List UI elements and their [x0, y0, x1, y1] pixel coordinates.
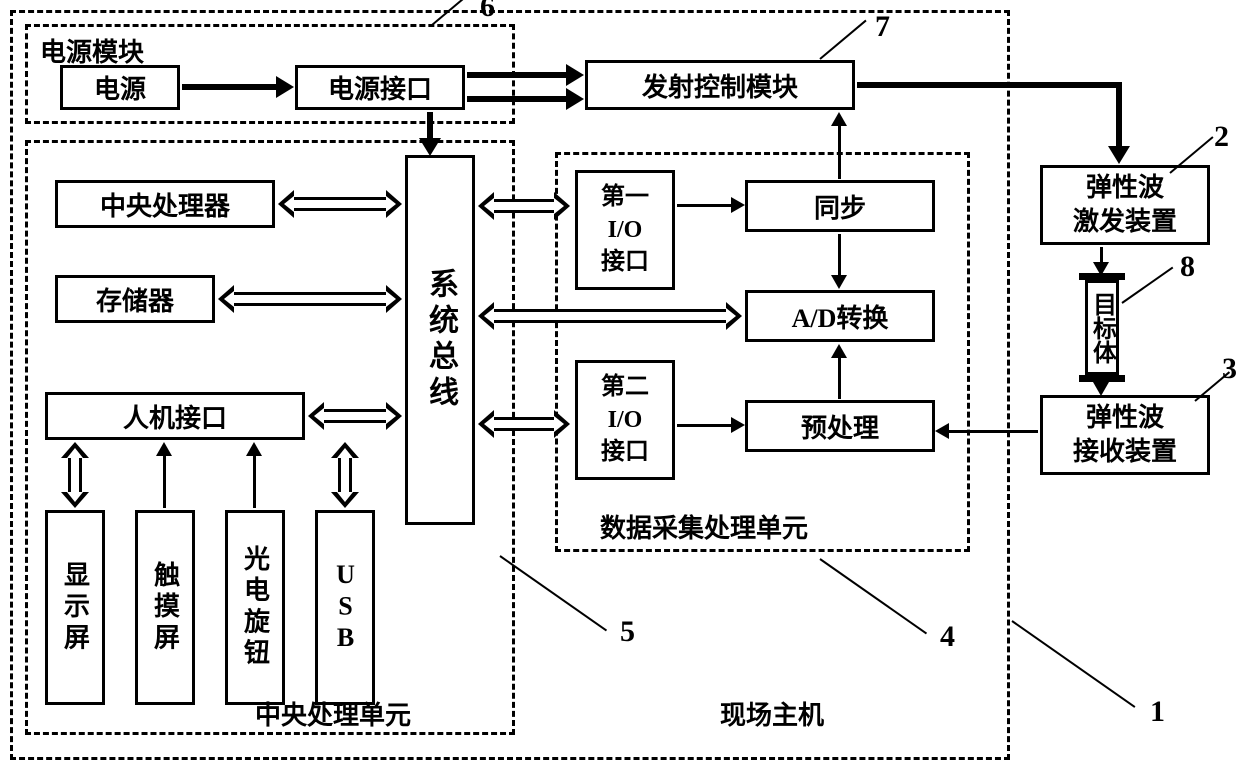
ann-3: 3 — [1222, 352, 1237, 386]
text-sysbus: 系统总线 — [418, 268, 462, 412]
harrow-usb-hmi — [331, 442, 359, 508]
arrow-io1-to-sync — [677, 204, 732, 207]
text-elastic-emit-l1: 弹性波 — [1086, 171, 1164, 205]
leader-1 — [1011, 620, 1135, 708]
label-power-module: 电源模块 — [40, 32, 144, 69]
text-elastic-recv-l2: 接收装置 — [1073, 435, 1177, 469]
ann-8: 8 — [1180, 250, 1195, 284]
label-daq: 数据采集处理单元 — [600, 508, 808, 545]
box-adc: A/D转换 — [745, 290, 935, 342]
box-elastic-recv: 弹性波 接收装置 — [1040, 395, 1210, 475]
text-touch: 触摸屏 — [147, 561, 184, 655]
harrow-display-hmi — [61, 442, 89, 508]
harrow-bus-io2 — [478, 410, 570, 438]
ah-sync-to-adc — [831, 275, 847, 289]
arrow-emit-v — [1116, 82, 1122, 148]
text-preproc: 预处理 — [801, 408, 879, 445]
arrow-pif-emit-1 — [467, 72, 567, 78]
box-elastic-emit: 弹性波 激发装置 — [1040, 165, 1210, 245]
ah-target-to-recv — [1093, 382, 1109, 396]
box-emit-ctrl: 发射控制模块 — [585, 60, 855, 110]
ah-power-to-if — [276, 76, 294, 98]
ann-6: 6 — [480, 0, 495, 24]
target-cap-bot — [1079, 375, 1125, 382]
harrow-hmi-bus — [308, 402, 402, 430]
arrow-recv-to-pre — [948, 430, 1038, 433]
text-power: 电源 — [94, 69, 146, 106]
ann-1: 1 — [1150, 695, 1165, 729]
text-cpu: 中央处理器 — [100, 186, 230, 223]
ah-emit-to-target — [1093, 262, 1109, 276]
text-io2-l2: I/O — [608, 404, 643, 436]
text-elastic-recv-l1: 弹性波 — [1086, 401, 1164, 435]
harrow-mem-bus — [218, 285, 402, 313]
box-power: 电源 — [60, 65, 180, 110]
ah-io2-to-pre — [731, 417, 745, 433]
ah-touch-up — [156, 442, 172, 456]
ah-pre-to-adc — [831, 344, 847, 358]
ann-5: 5 — [620, 615, 635, 649]
harrow-bus-io1 — [478, 192, 570, 220]
text-io1-l1: 第一 — [601, 181, 649, 213]
ah-io1-to-sync — [731, 197, 745, 213]
text-elastic-emit-l2: 激发装置 — [1073, 205, 1177, 239]
arrow-emit-h — [857, 82, 1122, 88]
label-cpu-unit: 中央处理单元 — [255, 695, 411, 732]
box-sysbus: 系统总线 — [405, 155, 475, 525]
text-target: 目标体 — [1085, 292, 1120, 364]
text-io1-l2: I/O — [608, 214, 643, 246]
text-usb: USB — [330, 560, 360, 655]
ah-pif-down — [419, 138, 441, 156]
box-sync: 同步 — [745, 180, 935, 232]
harrow-cpu-bus — [278, 190, 402, 218]
box-io2: 第二 I/O 接口 — [575, 360, 675, 480]
box-preproc: 预处理 — [745, 400, 935, 452]
box-touch: 触摸屏 — [135, 510, 195, 705]
arrow-touch-up — [163, 454, 166, 508]
arrow-knob-up — [253, 454, 256, 508]
box-hmi: 人机接口 — [45, 392, 305, 440]
box-display: 显示屏 — [45, 510, 105, 705]
ann-2: 2 — [1214, 120, 1229, 154]
box-cpu: 中央处理器 — [55, 180, 275, 228]
text-emit-ctrl: 发射控制模块 — [642, 67, 798, 104]
box-target: 目标体 — [1085, 280, 1119, 375]
text-display: 显示屏 — [57, 561, 94, 655]
box-memory: 存储器 — [55, 275, 215, 323]
diagram-root: 电源模块 电源 电源接口 发射控制模块 中央处理器 存储器 人机接口 系统总线 … — [0, 0, 1240, 767]
box-usb: USB — [315, 510, 375, 705]
text-io2-l3: 接口 — [601, 436, 649, 468]
arrow-sync-to-adc — [838, 234, 841, 276]
arrow-sync-up — [838, 124, 841, 179]
text-adc: A/D转换 — [792, 298, 889, 335]
text-knob: 光电旋钮 — [237, 545, 274, 670]
arrow-io2-to-pre — [677, 424, 732, 427]
ah-knob-up — [246, 442, 262, 456]
text-io1-l3: 接口 — [601, 246, 649, 278]
label-host: 现场主机 — [720, 695, 824, 732]
text-memory: 存储器 — [96, 281, 174, 318]
leader-8 — [1121, 267, 1173, 304]
ah-sync-up — [831, 112, 847, 126]
ah-pif-emit-2 — [566, 88, 584, 110]
box-io1: 第一 I/O 接口 — [575, 170, 675, 290]
text-io2-l1: 第二 — [601, 371, 649, 403]
ah-pif-emit-1 — [566, 64, 584, 86]
box-knob: 光电旋钮 — [225, 510, 285, 705]
ah-emit-down — [1108, 146, 1130, 164]
harrow-bus-adc — [478, 302, 742, 330]
text-power-if: 电源接口 — [328, 69, 432, 106]
text-sync: 同步 — [814, 188, 866, 225]
arrow-pif-emit-2 — [467, 96, 567, 102]
arrow-pif-down — [427, 112, 433, 140]
arrow-power-to-if — [182, 84, 277, 90]
box-power-if: 电源接口 — [295, 65, 465, 110]
text-hmi: 人机接口 — [123, 398, 227, 435]
ann-7: 7 — [875, 10, 890, 44]
ann-4: 4 — [940, 620, 955, 654]
arrow-pre-to-adc — [838, 357, 841, 399]
ah-recv-to-pre — [935, 423, 949, 439]
